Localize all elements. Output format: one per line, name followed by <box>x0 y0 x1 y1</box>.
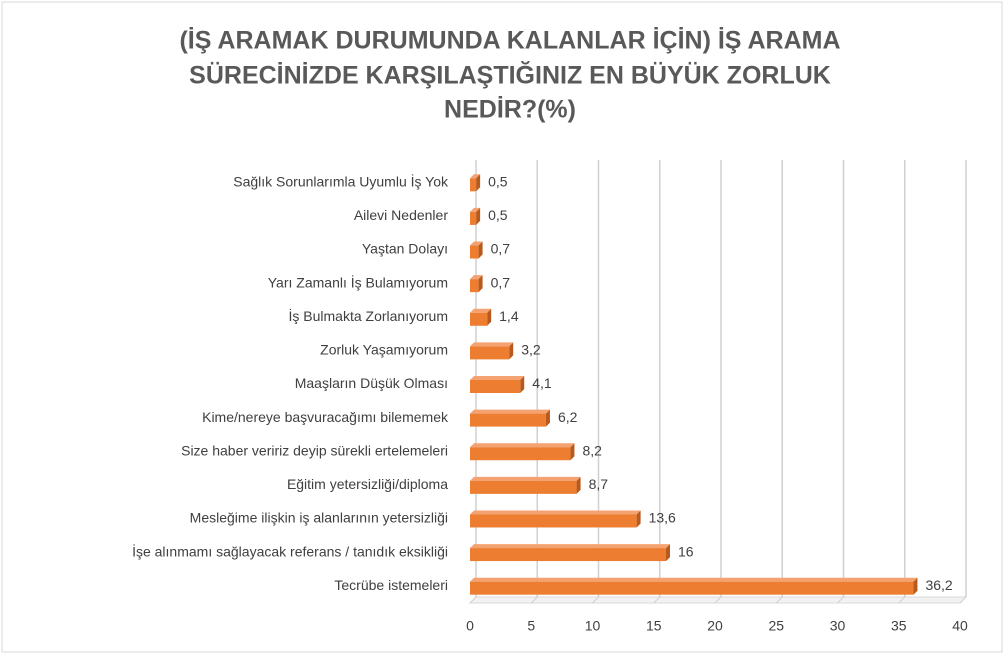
bar-top <box>470 308 492 313</box>
bar <box>470 245 479 259</box>
bar <box>470 413 546 427</box>
bar-side <box>520 376 525 393</box>
y-tick-label: Eğitim yetersizliği/diploma <box>287 476 448 492</box>
bar-top <box>470 577 918 582</box>
x-tick-label: 10 <box>585 618 601 634</box>
data-label: 0,5 <box>488 207 508 223</box>
y-tick-label: Ailevi Nedenler <box>354 207 448 223</box>
chart-title: NEDİR?(%) <box>444 96 576 124</box>
bar-side <box>476 207 481 225</box>
bar-side <box>913 577 918 595</box>
bar <box>470 346 510 360</box>
bar-top <box>470 174 481 179</box>
bar-side <box>487 308 492 326</box>
bar <box>470 178 477 192</box>
x-tick-label: 20 <box>707 618 723 634</box>
x-tick-label: 40 <box>952 618 968 634</box>
data-label: 1,4 <box>499 308 519 324</box>
bar <box>470 211 477 225</box>
data-label: 6,2 <box>558 409 578 425</box>
data-label: 0,7 <box>491 241 511 257</box>
chart-title: SÜRECİNİZDE KARŞILAŞTIĞINIZ EN BÜYÜK ZOR… <box>189 61 831 90</box>
chart-title: (İŞ ARAMAK DURUMUNDA KALANLAR İÇİN) İŞ A… <box>179 27 840 55</box>
bar-side <box>478 241 483 259</box>
grid-line <box>714 596 722 604</box>
grid-line <box>959 596 967 604</box>
bar-side <box>545 409 550 427</box>
x-tick-label: 5 <box>527 618 535 634</box>
y-tick-label: İşe alınmamı sağlayacak referans / tanıd… <box>132 542 448 559</box>
bar-top <box>470 207 481 212</box>
bar-top <box>470 443 575 448</box>
data-label: 13,6 <box>649 510 676 526</box>
grid-line <box>898 596 906 604</box>
bar <box>470 480 577 494</box>
bar-side <box>666 544 670 562</box>
y-tick-label: Sağlık Sorunlarımla Uyumlu İş Yok <box>233 173 449 190</box>
bar-side <box>478 275 483 293</box>
bar-top <box>470 275 483 280</box>
bar <box>470 548 666 562</box>
bar-top <box>470 476 581 481</box>
data-label: 3,2 <box>521 342 541 358</box>
bar-top <box>470 342 514 347</box>
data-label: 0,5 <box>488 174 508 190</box>
y-tick-label: Maaşların Düşük Olması <box>295 375 448 391</box>
x-tick-label: 15 <box>646 618 662 634</box>
x-tick-label: 0 <box>466 618 474 634</box>
data-label: 4,1 <box>532 375 552 391</box>
grid-line <box>592 596 599 604</box>
grid-line <box>837 596 844 604</box>
y-tick-label: Tecrübe istemeleri <box>334 577 448 593</box>
bar <box>470 514 637 528</box>
bar-side <box>476 174 481 192</box>
data-label: 8,7 <box>589 476 609 492</box>
y-tick-label: Yaştan Dolayı <box>362 241 448 257</box>
y-tick-label: Size haber veririz deyip sürekli ertelem… <box>181 442 448 458</box>
data-label: 0,7 <box>491 274 511 290</box>
x-tick-label: 25 <box>768 618 784 634</box>
grid-line <box>469 596 477 604</box>
bar <box>470 447 571 461</box>
bar-side <box>509 342 514 360</box>
bar <box>470 581 914 595</box>
grid-line <box>530 596 538 604</box>
y-tick-label: Zorluk Yaşamıyorum <box>320 342 448 358</box>
x-tick-label: 30 <box>830 618 846 634</box>
bar-top <box>470 510 641 515</box>
bar <box>470 279 479 293</box>
bar-side <box>570 443 575 461</box>
grid-line <box>775 596 783 604</box>
bar-top <box>470 409 550 414</box>
y-tick-label: Mesleğime ilişkin iş alanlarının yetersi… <box>190 510 448 526</box>
bar-top <box>470 544 670 549</box>
y-tick-label: Kime/nereye başvuracağımı bilememek <box>202 409 449 425</box>
bar-top <box>470 241 483 246</box>
data-label: 8,2 <box>582 442 602 458</box>
bar <box>470 312 488 326</box>
bar-top <box>470 376 525 380</box>
y-tick-label: Yarı Zamanlı İş Bulamıyorum <box>268 273 448 290</box>
x-tick-label: 35 <box>891 618 907 634</box>
data-label: 16 <box>678 543 694 559</box>
data-label: 36,2 <box>925 577 952 593</box>
bar-side <box>636 510 641 528</box>
grid-line <box>653 596 661 604</box>
bar <box>470 380 521 393</box>
bar-side <box>576 476 581 494</box>
y-tick-label: İş Bulmakta Zorlanıyorum <box>289 307 449 324</box>
